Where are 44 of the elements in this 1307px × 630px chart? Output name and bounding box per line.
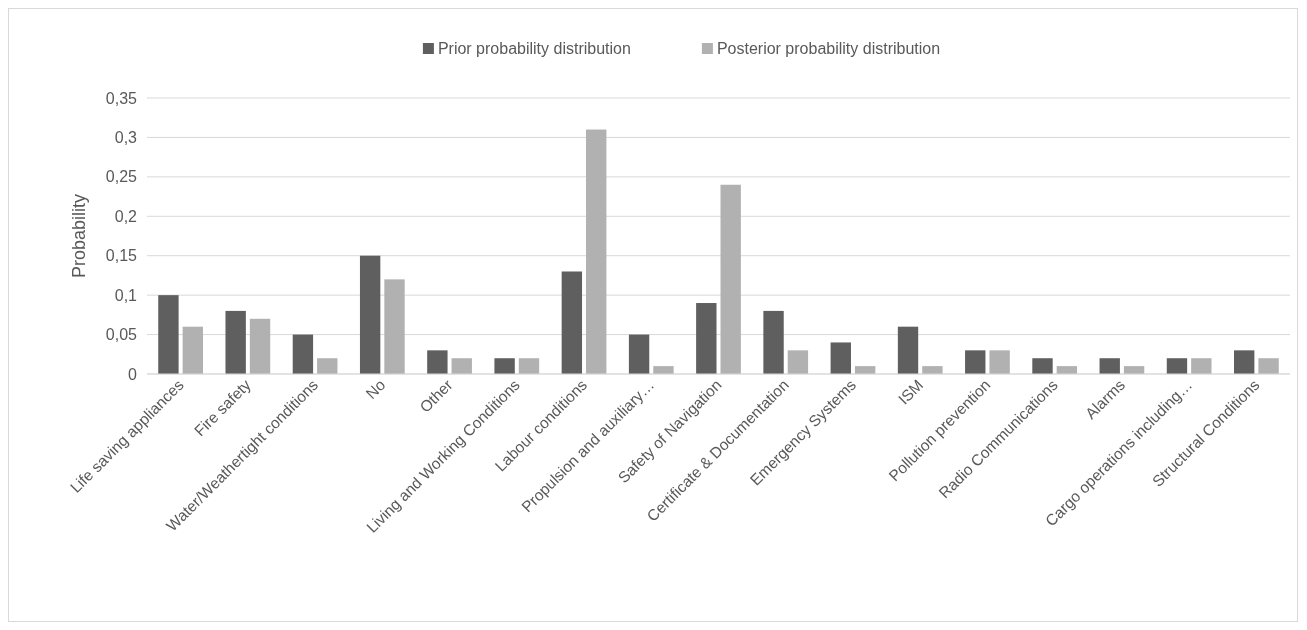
legend-label: Posterior probability distribution <box>716 40 941 57</box>
bar <box>384 279 405 374</box>
y-tick-label: 0,15 <box>105 247 138 265</box>
bar <box>897 326 919 374</box>
bar <box>518 358 540 374</box>
y-tick-label: 0,2 <box>114 207 138 225</box>
bar <box>1099 358 1120 374</box>
bar <box>1191 358 1212 374</box>
bar <box>158 295 179 374</box>
bar <box>317 358 338 374</box>
bar <box>628 334 650 374</box>
x-tick-label: No <box>362 376 389 403</box>
bar <box>1234 350 1255 374</box>
bar <box>653 366 674 374</box>
y-tick-label: 0,3 <box>114 129 138 147</box>
bar <box>1166 358 1188 374</box>
bar <box>787 350 809 374</box>
legend-label: Prior probability distribution <box>437 40 631 57</box>
bar <box>586 129 607 374</box>
bar <box>359 255 381 374</box>
bar <box>427 350 448 374</box>
bar <box>763 310 784 374</box>
y-tick-label: 0,35 <box>105 89 138 107</box>
bar <box>451 358 472 374</box>
x-tick-label: ISM <box>894 376 927 408</box>
bar <box>249 318 271 374</box>
bar <box>292 334 314 374</box>
bar <box>1258 358 1279 374</box>
bar <box>182 326 203 374</box>
bar <box>696 303 717 374</box>
y-tick-label: 0,1 <box>114 286 138 304</box>
bar <box>494 358 515 374</box>
bar <box>561 271 583 374</box>
bar <box>989 350 1010 374</box>
y-tick-label: 0,05 <box>105 326 138 344</box>
bar <box>225 310 246 374</box>
bar <box>720 184 741 374</box>
bar <box>922 366 943 374</box>
bar <box>965 350 986 374</box>
bar <box>1032 358 1053 374</box>
y-tick-label: 0,25 <box>105 168 138 186</box>
y-axis-title: Probability <box>69 193 89 279</box>
y-tick-label: 0 <box>128 365 138 383</box>
bar <box>830 342 851 374</box>
